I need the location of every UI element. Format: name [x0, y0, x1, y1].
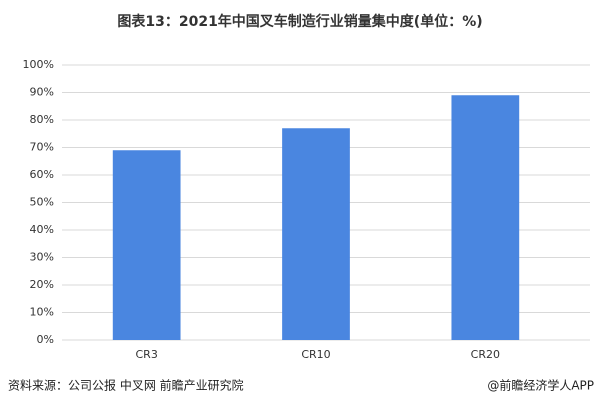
- y-tick-label: 40%: [30, 223, 54, 236]
- source-note: 资料来源：公司公报 中叉网 前瞻产业研究院: [8, 378, 244, 393]
- chart-title: 图表13：2021年中国叉车制造行业销量集中度(单位：%): [117, 13, 482, 30]
- y-tick-label: 90%: [30, 86, 54, 99]
- y-tick-label: 60%: [30, 168, 54, 181]
- y-tick-label: 30%: [30, 251, 54, 264]
- y-tick-label: 80%: [30, 113, 54, 126]
- y-tick-label: 10%: [30, 306, 54, 319]
- bar: [451, 95, 520, 340]
- y-tick-label: 100%: [23, 58, 54, 71]
- y-tick-label: 70%: [30, 141, 54, 154]
- x-tick-label: CR3: [136, 348, 158, 361]
- bar: [282, 128, 350, 340]
- x-tick-label: CR20: [471, 348, 500, 361]
- x-tick-label: CR10: [301, 348, 330, 361]
- credit: @前瞻经济学人APP: [487, 378, 594, 393]
- y-tick-label: 50%: [30, 196, 54, 209]
- bar: [112, 150, 181, 340]
- y-tick-label: 20%: [30, 278, 54, 291]
- y-tick-label: 0%: [37, 333, 54, 346]
